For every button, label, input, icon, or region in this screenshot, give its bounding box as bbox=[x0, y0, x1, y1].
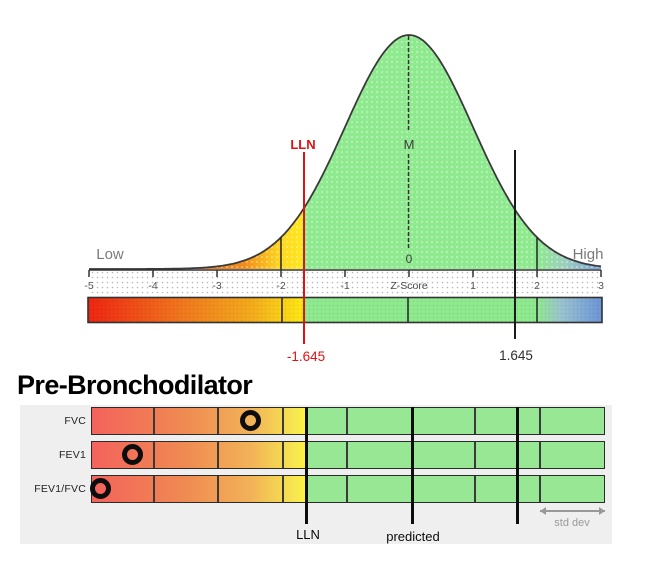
fev1-measurement-marker bbox=[121, 444, 143, 465]
grid-line bbox=[153, 476, 155, 502]
grid-line bbox=[282, 442, 284, 468]
grid-line bbox=[217, 442, 219, 468]
fev1-fvc-measurement-marker bbox=[90, 478, 112, 499]
row-fvc: FVC bbox=[20, 407, 612, 435]
std-dev-bracket-arrow bbox=[540, 507, 605, 514]
grid-line bbox=[346, 408, 348, 434]
axis-tick-marks bbox=[88, 270, 602, 277]
row-label-fev1-fvc: FEV1/FVC bbox=[34, 483, 86, 495]
tick-label-minus5: -5 bbox=[84, 280, 93, 292]
zscore-axis-label: Z-Score bbox=[390, 280, 428, 292]
grid-line bbox=[346, 476, 348, 502]
severity-bar-dots bbox=[88, 297, 602, 323]
pre-bronchodilator-title: Pre-Bronchodilator bbox=[17, 370, 253, 400]
high-label: High bbox=[573, 246, 604, 263]
grid-line bbox=[153, 442, 155, 468]
row-label-fvc: FVC bbox=[64, 415, 86, 427]
tick-label-plus2: 2 bbox=[534, 280, 540, 292]
row-label-fev1: FEV1 bbox=[58, 449, 86, 461]
fvc-zscore-bar bbox=[91, 407, 605, 435]
grid-line bbox=[474, 442, 476, 468]
tick-label-plus1: 1 bbox=[470, 280, 476, 292]
grid-line bbox=[153, 408, 155, 434]
zero-label: 0 bbox=[406, 252, 413, 266]
grid-line bbox=[217, 408, 219, 434]
lln-label: LLN bbox=[290, 137, 315, 152]
tick-label-minus3: -3 bbox=[212, 280, 221, 292]
mean-label: M bbox=[404, 137, 415, 152]
uln-value-label: 1.645 bbox=[499, 348, 533, 363]
grid-line bbox=[474, 408, 476, 434]
lln-reference-line bbox=[305, 407, 308, 524]
grid-line bbox=[539, 408, 541, 434]
std-dev-label: std dev bbox=[554, 517, 590, 529]
uln-reference-line bbox=[516, 407, 520, 524]
row-fev1-fvc: FEV1/FVC bbox=[20, 475, 612, 503]
fvc-measurement-marker bbox=[239, 410, 261, 431]
low-label: Low bbox=[96, 246, 124, 263]
row-fev1: FEV1 bbox=[20, 441, 612, 469]
grid-line bbox=[539, 442, 541, 468]
predicted-axis-label: predicted bbox=[386, 529, 440, 544]
fev1-fvc-zscore-bar bbox=[90, 475, 605, 503]
grid-line bbox=[539, 476, 541, 502]
zscore-distribution-chart: Low High LLN M 0 -5 -4 -3 -2 -1 Z-Score … bbox=[84, 34, 604, 364]
lln-axis-label: LLN bbox=[296, 527, 320, 542]
predicted-reference-line bbox=[410, 407, 414, 524]
curve-halftone-overlay bbox=[89, 35, 601, 269]
grid-line bbox=[474, 476, 476, 502]
tick-label-minus4: -4 bbox=[148, 280, 157, 292]
lln-value-label: -1.645 bbox=[287, 349, 325, 364]
tick-label-minus2: -2 bbox=[276, 280, 285, 292]
fev1-zscore-bar bbox=[91, 441, 605, 469]
grid-line bbox=[346, 442, 348, 468]
grid-line bbox=[282, 476, 284, 502]
grid-line bbox=[282, 408, 284, 434]
tick-label-plus3: 3 bbox=[598, 280, 604, 292]
pre-bronchodilator-panel: FVC FEV1 FEV bbox=[20, 405, 612, 544]
grid-line bbox=[217, 476, 219, 502]
tick-label-minus1: -1 bbox=[340, 280, 349, 292]
